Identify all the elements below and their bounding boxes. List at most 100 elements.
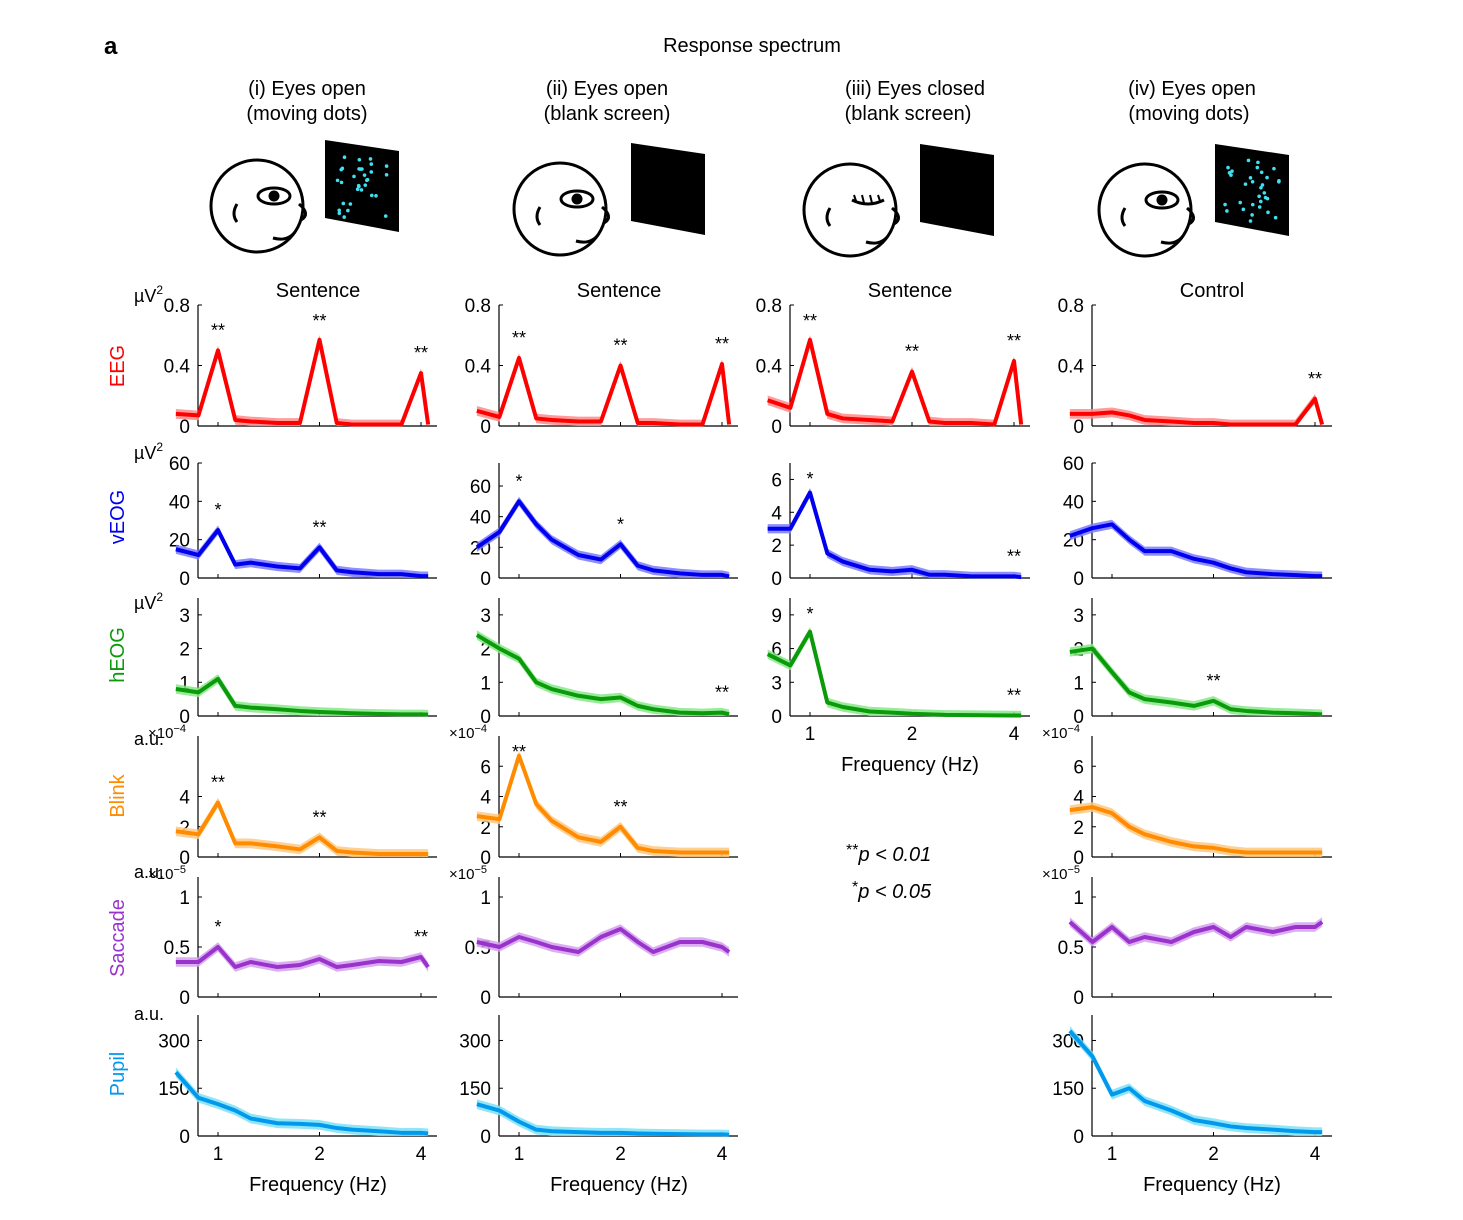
panel-pupil-1: 0 150 300 1 2 4 xyxy=(158,1015,437,1165)
significance-marker: ** xyxy=(512,742,526,762)
y-tick-label: 0 xyxy=(179,848,190,869)
y-tick-label: 0.8 xyxy=(164,296,190,317)
nose-icon xyxy=(601,205,610,225)
moving-dot xyxy=(1257,205,1262,209)
legend-p001: **p < 0.01 xyxy=(846,842,931,866)
panel-heog-1: 0 1 2 3 xyxy=(175,598,437,728)
confidence-band xyxy=(476,1099,730,1136)
mouth-icon xyxy=(1160,235,1185,245)
moving-dot xyxy=(1226,165,1230,170)
panel-eeg-2: 0 0.4 0.8 ** ** ** xyxy=(465,296,738,438)
moving-dot xyxy=(342,215,347,219)
y-tick-label: 2 xyxy=(480,818,491,839)
y-tick-label: 2 xyxy=(480,640,491,661)
significance-marker: * xyxy=(806,469,813,489)
significance-marker: ** xyxy=(211,320,225,340)
moving-dot xyxy=(355,187,360,192)
moving-dot xyxy=(337,211,342,216)
significance-marker: * xyxy=(806,604,813,624)
y-tick-label: 2 xyxy=(179,640,190,661)
condition-illustrations xyxy=(209,140,1289,258)
condition-headers: (i) Eyes open (moving dots) (ii) Eyes op… xyxy=(246,78,1256,125)
significance-marker: ** xyxy=(312,311,326,331)
y-tick-label: 1 xyxy=(480,888,491,909)
y-tick-label: 1 xyxy=(1073,673,1084,694)
ear-icon xyxy=(232,203,239,223)
y-tick-label: 3 xyxy=(1073,606,1084,627)
significance-marker: * xyxy=(617,514,624,534)
moving-dot xyxy=(346,208,350,213)
row-label-saccade: Saccade xyxy=(107,899,129,977)
y-tick-label: 40 xyxy=(1063,492,1084,513)
y-tick-label: 150 xyxy=(459,1079,491,1100)
column-title-1: Sentence xyxy=(276,280,361,302)
spectrum-line xyxy=(475,633,730,717)
moving-dot xyxy=(1250,213,1254,217)
moving-dot xyxy=(1266,210,1270,215)
spectrum-line xyxy=(175,337,431,427)
x-tick-label: 1 xyxy=(1107,1144,1118,1165)
column-titles: Sentence Sentence Sentence Control xyxy=(276,280,1245,302)
spectrum-line xyxy=(1068,1029,1323,1135)
y-tick-label: 0 xyxy=(1073,707,1084,728)
row-label-pupil: Pupil xyxy=(107,1052,129,1096)
unit-label-pupil: a.u. xyxy=(134,1004,164,1024)
y-tick-label: 4 xyxy=(1073,788,1084,809)
eye-closed-icon xyxy=(851,198,885,206)
row-label-veog: vEOG xyxy=(107,490,129,544)
y-tick-label: 0 xyxy=(179,1127,190,1148)
y-exponent-label: ×10−5 xyxy=(1042,864,1080,883)
y-tick-label: 9 xyxy=(771,606,782,627)
moving-dot xyxy=(1238,200,1243,205)
confidence-band xyxy=(1069,519,1323,578)
column-title-3: Sentence xyxy=(868,280,953,302)
panel-saccade-4: 0 0.5 1 ×10−5 xyxy=(1042,864,1332,1009)
condition-4-line1: (iv) Eyes open xyxy=(1128,78,1256,100)
y-tick-label: 0.4 xyxy=(164,357,191,378)
x-axis-labels: Frequency (Hz) Frequency (Hz) Frequency … xyxy=(249,754,1281,1196)
y-tick-label: 0 xyxy=(179,707,190,728)
spectrum-line xyxy=(175,676,429,717)
moving-dot xyxy=(337,208,342,213)
condition-3-line2: (blank screen) xyxy=(845,103,972,125)
moving-dot xyxy=(1277,180,1281,184)
moving-dot xyxy=(384,164,389,168)
xlabel-col4: Frequency (Hz) xyxy=(1143,1174,1281,1196)
y-exponent-label: ×10−4 xyxy=(449,723,487,742)
moving-dot xyxy=(1225,209,1229,213)
row-label-eeg: EEG xyxy=(107,345,129,387)
spectrum-line xyxy=(767,337,1024,427)
moving-dot xyxy=(342,155,347,160)
moving-dot xyxy=(1248,219,1253,223)
panel-blink-4: 0 2 4 6 ×10−4 xyxy=(1042,723,1332,869)
y-tick-label: 0 xyxy=(771,707,782,728)
y-tick-label: 3 xyxy=(480,606,491,627)
legend-p005: *p < 0.05 xyxy=(852,879,932,903)
y-tick-label: 40 xyxy=(169,492,190,513)
y-tick-label: 0.8 xyxy=(1058,296,1084,317)
y-tick-label: 60 xyxy=(1063,454,1084,475)
y-tick-label: 0 xyxy=(179,417,190,438)
mouth-icon xyxy=(575,234,600,244)
x-tick-label: 2 xyxy=(615,1144,626,1165)
spectrum-line xyxy=(174,1070,429,1136)
spectrum-line xyxy=(1069,805,1323,855)
panel-pupil-2: 0 150 300 1 2 4 xyxy=(459,1015,738,1165)
y-tick-label: 0 xyxy=(1073,1127,1084,1148)
y-exponent-label: ×10−5 xyxy=(148,864,186,883)
nose-icon xyxy=(1186,206,1195,226)
significance-marker: ** xyxy=(1007,685,1021,705)
y-tick-label: 4 xyxy=(480,788,491,809)
y-tick-label: 2 xyxy=(771,536,782,557)
y-tick-label: 0 xyxy=(480,569,491,590)
y-tick-label: 150 xyxy=(1052,1079,1084,1100)
screen-icon xyxy=(920,144,994,236)
y-tick-label: 6 xyxy=(771,470,782,491)
moving-dot xyxy=(368,157,373,161)
x-tick-label: 1 xyxy=(213,1144,224,1165)
moving-dot xyxy=(1248,176,1253,180)
moving-dot xyxy=(1258,199,1263,204)
y-tick-label: 1 xyxy=(1073,888,1084,909)
